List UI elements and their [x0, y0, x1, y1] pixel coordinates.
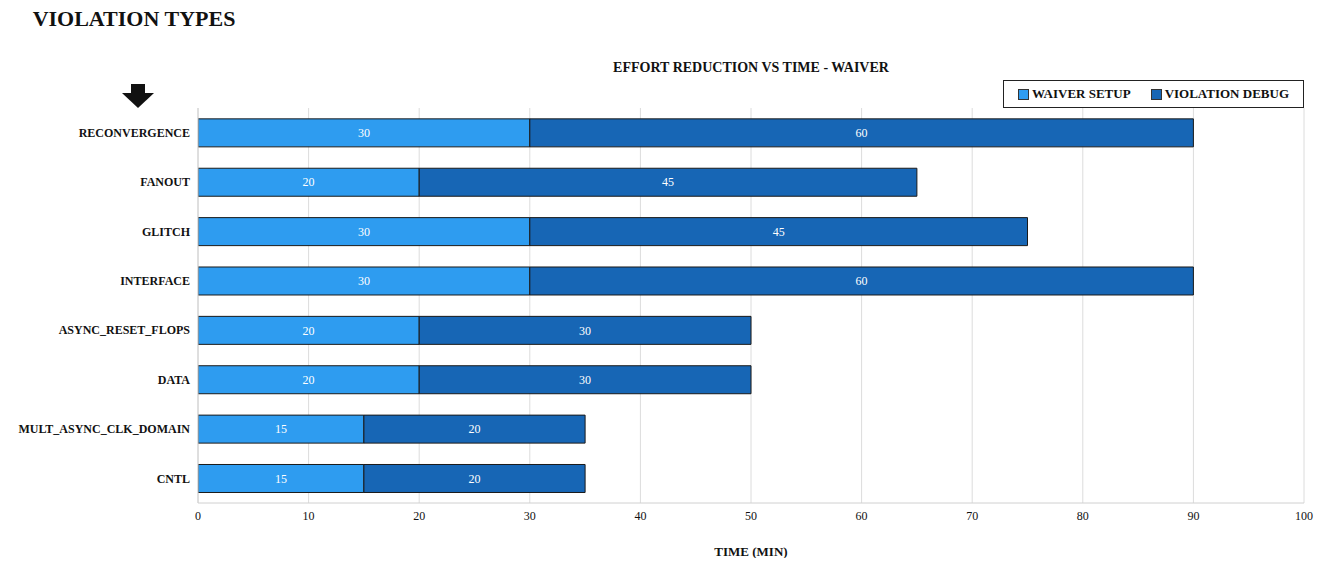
svg-text:20: 20 [303, 373, 315, 387]
svg-text:60: 60 [856, 274, 868, 288]
svg-text:RECONVERGENCE: RECONVERGENCE [79, 126, 190, 140]
svg-text:15: 15 [275, 472, 287, 486]
html-text:VIOLATION TYPES: VIOLATION TYPES [32, 6, 236, 31]
svg-text:20: 20 [303, 324, 315, 338]
html-text:EFFORT REDUCTION VS TIME - WAI: EFFORT REDUCTION VS TIME - WAIVER [613, 60, 889, 75]
svg-text:30: 30 [579, 324, 591, 338]
svg-text:90: 90 [1187, 509, 1199, 523]
svg-text:30: 30 [579, 373, 591, 387]
svg-text:70: 70 [966, 509, 978, 523]
svg-text:GLITCH: GLITCH [142, 225, 191, 239]
svg-text:INTERFACE: INTERFACE [120, 274, 190, 288]
svg-text:0: 0 [195, 509, 201, 523]
svg-text:45: 45 [662, 175, 674, 189]
svg-text:30: 30 [358, 225, 370, 239]
svg-text:20: 20 [469, 422, 481, 436]
svg-text:30: 30 [524, 509, 536, 523]
svg-text:ASYNC_RESET_FLOPS: ASYNC_RESET_FLOPS [59, 323, 191, 337]
svg-text:50: 50 [745, 509, 757, 523]
svg-text:20: 20 [469, 472, 481, 486]
svg-text:60: 60 [856, 126, 868, 140]
svg-text:DATA: DATA [158, 373, 191, 387]
svg-text:20: 20 [413, 509, 425, 523]
svg-text:45: 45 [773, 225, 785, 239]
svg-text:MULT_ASYNC_CLK_DOMAIN: MULT_ASYNC_CLK_DOMAIN [18, 422, 190, 436]
html-text:VIOLATION DEBUG: VIOLATION DEBUG [1164, 86, 1289, 101]
svg-text:20: 20 [303, 175, 315, 189]
svg-text:80: 80 [1077, 509, 1089, 523]
svg-text:100: 100 [1295, 509, 1313, 523]
svg-text:10: 10 [303, 509, 315, 523]
svg-text:TIME (MIN): TIME (MIN) [714, 544, 787, 558]
svg-text:FANOUT: FANOUT [140, 175, 190, 189]
svg-text:15: 15 [275, 422, 287, 436]
svg-text:60: 60 [856, 509, 868, 523]
svg-text:30: 30 [358, 274, 370, 288]
svg-text:CNTL: CNTL [157, 472, 190, 486]
html-text:WAIVER SETUP: WAIVER SETUP [1032, 86, 1131, 101]
svg-text:30: 30 [358, 126, 370, 140]
svg-text:40: 40 [634, 509, 646, 523]
